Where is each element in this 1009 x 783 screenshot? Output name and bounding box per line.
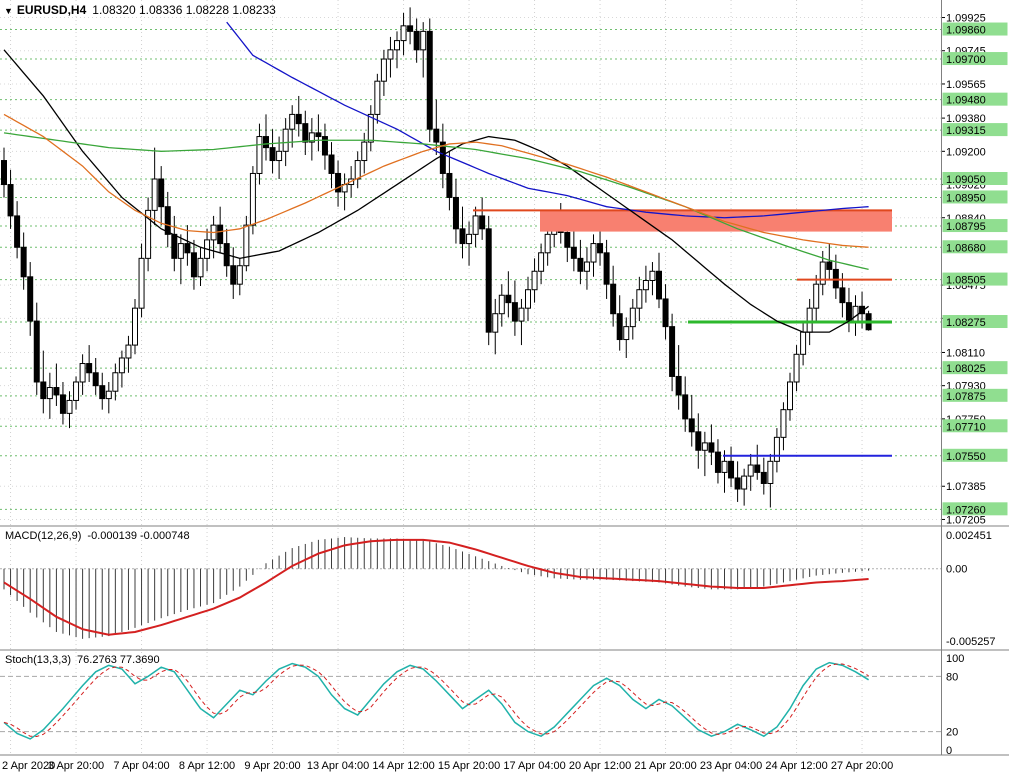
stoch-values: 76.2763 77.3690 bbox=[77, 654, 160, 666]
time-tick-label: 15 Apr 20:00 bbox=[438, 760, 500, 772]
price-level-label: 1.08795 bbox=[946, 221, 986, 233]
price-level-label-box bbox=[942, 272, 1008, 286]
time-tick-label: 23 Apr 04:00 bbox=[700, 760, 762, 772]
price-level-label: 1.07260 bbox=[946, 504, 986, 516]
time-tick-label: 14 Apr 12:00 bbox=[372, 760, 434, 772]
stoch-name: Stoch(13,3,3) bbox=[5, 654, 72, 666]
stoch-main-line bbox=[3, 661, 869, 740]
grid-layer bbox=[0, 0, 941, 755]
price-level-label-box bbox=[942, 502, 1008, 516]
price-tick-label: 1.08110 bbox=[946, 347, 985, 359]
price-level-label-box bbox=[942, 52, 1008, 66]
price-level-label-box bbox=[942, 190, 1008, 204]
ohlc-values: 1.08320 1.08336 1.08228 1.08233 bbox=[92, 3, 276, 17]
price-level-label: 1.09700 bbox=[946, 54, 986, 66]
price-level-label: 1.08505 bbox=[946, 275, 986, 287]
stoch-tick-label: 80 bbox=[946, 671, 958, 683]
time-tick-label: 21 Apr 20:00 bbox=[634, 760, 696, 772]
macd-axis-labels: 0.002451 0.00 -0.005257 bbox=[946, 530, 996, 648]
time-tick-label: 17 Apr 04:00 bbox=[503, 760, 565, 772]
time-tick-label: 2 Apr 2020 bbox=[2, 760, 55, 772]
price-level-label-box bbox=[942, 22, 1008, 36]
ma-black-medium bbox=[3, 49, 869, 333]
price-level-label-box bbox=[942, 388, 1008, 402]
price-level-label: 1.09315 bbox=[946, 125, 986, 137]
macd-name: MACD(12,26,9) bbox=[5, 530, 82, 542]
stoch-layer bbox=[0, 661, 941, 740]
macd-tick-label: -0.005257 bbox=[946, 636, 996, 648]
price-level-label: 1.07710 bbox=[946, 421, 986, 433]
macd-tick-label: 0.002451 bbox=[946, 530, 992, 542]
time-tick-label: 8 Apr 12:00 bbox=[179, 760, 235, 772]
stoch-indicator-label: Stoch(13,3,3) 76.2763 77.3690 bbox=[5, 654, 160, 666]
price-level-label: 1.08950 bbox=[946, 192, 986, 204]
price-level-label-box bbox=[942, 419, 1008, 433]
stoch-signal-line bbox=[3, 663, 869, 738]
time-tick-label: 27 Apr 20:00 bbox=[831, 760, 893, 772]
price-level-label: 1.07550 bbox=[946, 451, 986, 463]
price-level-label: 1.09860 bbox=[946, 25, 986, 37]
symbol-name: EURUSD,H4 bbox=[16, 3, 87, 17]
stoch-tick-label: 20 bbox=[946, 727, 958, 739]
price-level-label: 1.09050 bbox=[946, 174, 986, 186]
stoch-tick-label: 0 bbox=[946, 745, 952, 757]
price-tick-label: 1.09565 bbox=[946, 79, 986, 91]
price-level-label: 1.08275 bbox=[946, 317, 986, 329]
stoch-tick-label: 100 bbox=[946, 653, 964, 665]
stoch-axis-labels: 100 80 20 0 bbox=[946, 653, 964, 757]
price-tick-label: 1.07385 bbox=[946, 481, 986, 493]
time-tick-label: 3 Apr 20:00 bbox=[48, 760, 104, 772]
separators bbox=[0, 0, 1009, 756]
time-tick-label: 13 Apr 04:00 bbox=[307, 760, 369, 772]
macd-layer bbox=[0, 537, 941, 639]
ma-blue-slow bbox=[226, 21, 869, 219]
price-level-label-box bbox=[942, 448, 1008, 462]
price-level-label-box bbox=[942, 171, 1008, 185]
price-level-label-box bbox=[942, 123, 1008, 137]
symbol-ohlc-label: ▼ EURUSD,H4 1.08320 1.08336 1.08228 1.0823… bbox=[4, 3, 276, 17]
time-tick-label: 7 Apr 04:00 bbox=[113, 760, 169, 772]
ma-orange bbox=[3, 113, 869, 248]
time-tick-label: 24 Apr 12:00 bbox=[765, 760, 827, 772]
candles-layer bbox=[1, 7, 872, 508]
price-level-label-box bbox=[942, 361, 1008, 375]
price-tick-label: 1.07205 bbox=[946, 514, 986, 526]
price-level-label-box bbox=[942, 219, 1008, 233]
price-tick-label: 1.09380 bbox=[946, 113, 986, 125]
symbol-marker-icon: ▼ bbox=[4, 6, 13, 16]
price-level-label-box bbox=[942, 240, 1008, 254]
moving-averages-layer bbox=[3, 21, 869, 333]
price-level-label-box bbox=[942, 92, 1008, 106]
price-level-label: 1.07875 bbox=[946, 391, 986, 403]
price-level-label: 1.08025 bbox=[946, 363, 986, 375]
price-level-label: 1.09480 bbox=[946, 95, 986, 107]
macd-tick-label: 0.00 bbox=[946, 564, 967, 576]
time-tick-label: 20 Apr 12:00 bbox=[569, 760, 631, 772]
ma-green bbox=[3, 132, 869, 271]
macd-values: -0.000139 -0.000748 bbox=[87, 530, 190, 542]
price-axis-labels: 1.099251.097451.095651.093801.092001.090… bbox=[941, 13, 1008, 526]
macd-signal-line bbox=[3, 538, 869, 636]
macd-indicator-label: MACD(12,26,9) -0.000139 -0.000748 bbox=[5, 530, 190, 542]
price-tick-label: 1.09200 bbox=[946, 146, 986, 158]
time-tick-label: 9 Apr 20:00 bbox=[244, 760, 300, 772]
price-tick-label: 1.09925 bbox=[946, 13, 986, 25]
price-level-label-box bbox=[942, 315, 1008, 329]
price-level-label: 1.08680 bbox=[946, 242, 986, 254]
